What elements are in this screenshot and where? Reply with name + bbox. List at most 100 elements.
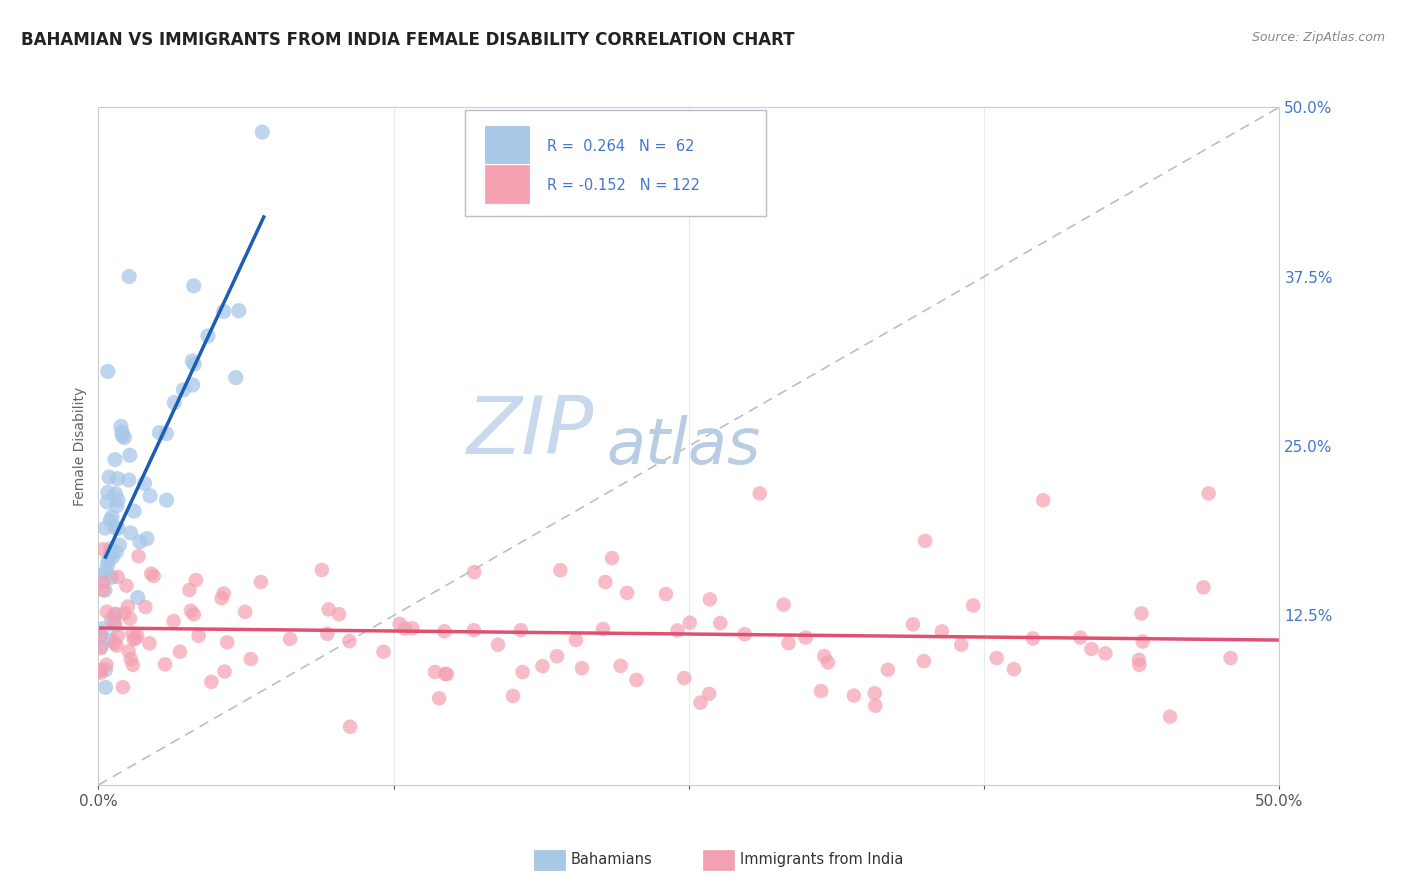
Point (121, 626, 143, 640)
Point (180, 604, 202, 618)
Point (228, 303, 250, 318)
Point (94, 565, 117, 579)
Point (509, 624, 531, 638)
Point (94, 681, 117, 695)
Text: R =  0.264   N =  62: R = 0.264 N = 62 (547, 139, 695, 153)
Point (252, 125, 274, 139)
Point (97, 558, 120, 573)
Text: Bahamians: Bahamians (571, 853, 652, 867)
Point (531, 659, 554, 673)
Point (91, 622, 114, 636)
Point (212, 304, 235, 318)
Point (122, 632, 145, 646)
Point (463, 624, 485, 638)
Point (699, 592, 721, 607)
Point (1094, 647, 1116, 661)
Point (697, 687, 720, 701)
Point (1002, 662, 1025, 676)
Point (111, 425, 134, 440)
Point (565, 633, 588, 648)
Point (91, 582, 114, 597)
Point (118, 612, 141, 626)
Point (103, 636, 125, 650)
Point (626, 673, 648, 687)
Point (423, 665, 446, 679)
Point (101, 509, 124, 524)
Point (117, 644, 139, 658)
Bar (485, 126, 530, 163)
Point (107, 570, 129, 584)
Point (734, 627, 756, 641)
Point (609, 659, 631, 673)
Point (120, 652, 142, 666)
Point (103, 615, 125, 630)
Point (546, 649, 568, 664)
Point (117, 599, 139, 614)
Point (278, 632, 301, 646)
Point (153, 657, 176, 672)
Point (120, 525, 142, 540)
Point (502, 689, 524, 703)
Point (912, 654, 935, 668)
Point (121, 657, 143, 672)
Point (90, 641, 112, 656)
Point (139, 489, 162, 503)
Point (118, 473, 141, 487)
Text: Source: ZipAtlas.com: Source: ZipAtlas.com (1251, 31, 1385, 45)
FancyBboxPatch shape (464, 111, 766, 216)
Point (311, 563, 333, 577)
Point (110, 419, 132, 434)
Point (427, 691, 450, 706)
Point (172, 383, 194, 397)
Point (155, 493, 177, 508)
Point (709, 616, 731, 631)
Point (138, 636, 160, 650)
Point (865, 698, 887, 713)
Point (98, 470, 121, 484)
Point (616, 586, 638, 600)
Point (1032, 493, 1054, 508)
Point (339, 634, 361, 648)
Point (98, 514, 121, 528)
Point (225, 370, 247, 384)
Point (91, 542, 114, 557)
Point (90, 640, 112, 654)
Point (111, 429, 134, 443)
Point (141, 566, 163, 581)
Point (107, 472, 129, 486)
Point (239, 652, 262, 666)
Point (666, 624, 689, 638)
Y-axis label: Female Disability: Female Disability (73, 386, 87, 506)
Point (98, 541, 121, 556)
Point (1128, 653, 1150, 667)
Point (394, 622, 416, 636)
Point (211, 591, 233, 606)
Point (600, 551, 623, 566)
Point (104, 452, 127, 467)
Point (778, 636, 800, 650)
Point (104, 618, 127, 632)
Point (200, 674, 222, 689)
Point (134, 476, 156, 491)
Point (817, 656, 839, 670)
Point (100, 545, 122, 559)
Point (94, 521, 117, 535)
Point (101, 550, 124, 565)
Point (233, 605, 256, 619)
Bar (485, 165, 530, 202)
Point (105, 639, 128, 653)
Point (655, 587, 678, 601)
Point (142, 569, 165, 583)
Point (197, 329, 219, 343)
Point (134, 600, 156, 615)
Point (433, 624, 456, 639)
Point (772, 598, 794, 612)
Point (1192, 580, 1215, 594)
Point (512, 665, 534, 679)
Point (187, 629, 209, 643)
Point (108, 538, 131, 552)
Point (1159, 709, 1181, 723)
Point (105, 545, 128, 559)
Point (434, 666, 457, 681)
Text: ZIP: ZIP (467, 393, 595, 472)
